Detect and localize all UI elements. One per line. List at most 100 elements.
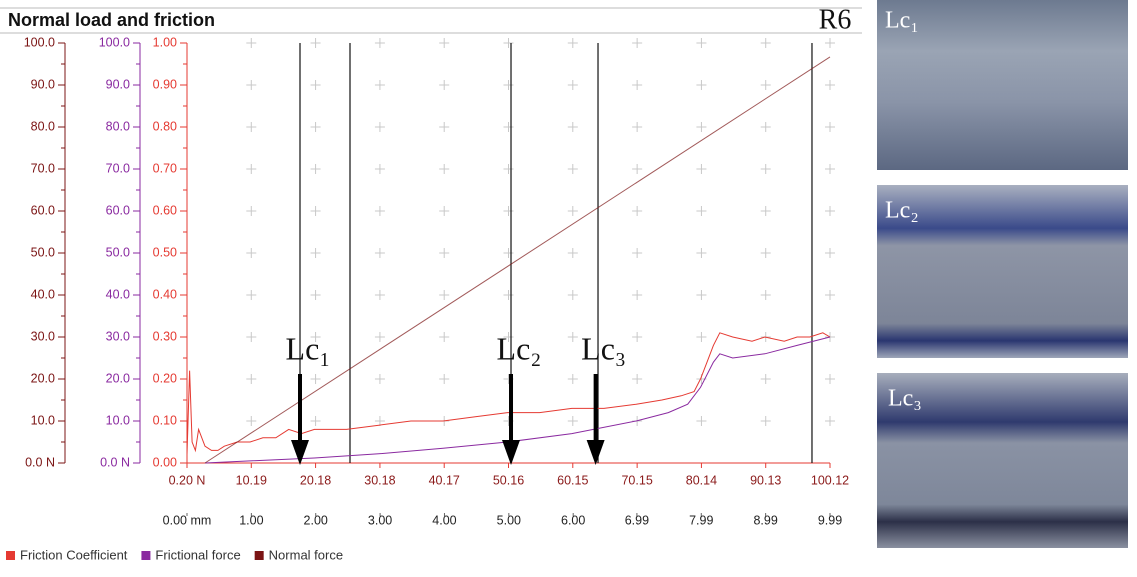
y-tick-label: 10.0 <box>31 413 55 427</box>
grid-cross <box>246 248 257 258</box>
grid-cross <box>439 164 450 174</box>
y-tick-label: 50.0 <box>31 245 55 259</box>
grid-cross <box>374 332 385 342</box>
grid-cross <box>439 122 450 132</box>
grid-cross <box>567 80 578 90</box>
grid-cross <box>374 38 385 48</box>
grid-cross <box>503 80 514 90</box>
micrograph <box>877 0 1128 548</box>
y-tick-label: 40.0 <box>31 287 55 301</box>
grid-cross <box>760 80 771 90</box>
grid-cross <box>825 122 835 132</box>
y-tick-label: 0.70 <box>153 161 177 175</box>
grid-cross <box>825 248 835 258</box>
y-tick-label: 0.60 <box>153 203 177 217</box>
grid-cross <box>696 248 707 258</box>
grid-cross <box>632 122 643 132</box>
grid-cross <box>567 164 578 174</box>
y-tick-label: 100.0 <box>24 35 55 49</box>
lc-arrow-head <box>586 440 605 465</box>
grid-cross <box>310 290 321 300</box>
grid-cross <box>760 290 771 300</box>
grid-cross <box>439 290 450 300</box>
micrograph-label: Lc₁ <box>885 8 919 34</box>
grid-cross <box>567 248 578 258</box>
legend-label: Friction Coefficient <box>20 547 128 562</box>
grid-cross <box>760 164 771 174</box>
grid-cross <box>825 38 835 48</box>
micrograph-image <box>877 0 1128 170</box>
y-tick-label: 0.50 <box>153 245 177 259</box>
x2-tick-label: 4.00 <box>432 513 456 527</box>
lc-label: Lc₁ <box>286 330 331 366</box>
x-tick-label: 40.17 <box>429 473 460 487</box>
grid-cross <box>310 374 321 384</box>
x2-tick-label: 0.00 mm <box>163 513 212 527</box>
grid-cross <box>632 164 643 174</box>
grid-cross <box>246 38 257 48</box>
grid-cross <box>246 332 257 342</box>
grid-cross <box>825 164 835 174</box>
grid-cross <box>760 206 771 216</box>
grid-cross <box>567 374 578 384</box>
grid-cross <box>632 374 643 384</box>
grid-cross <box>760 416 771 426</box>
micrograph-label: Lc₃ <box>888 386 922 412</box>
grid-cross <box>310 164 321 174</box>
grid-cross <box>439 206 450 216</box>
x2-tick-label: 8.99 <box>753 513 777 527</box>
grid-cross <box>503 164 514 174</box>
chart-title: Normal load and friction <box>8 10 215 30</box>
grid-cross <box>439 80 450 90</box>
x2-tick-label: 7.99 <box>689 513 713 527</box>
legend-swatch <box>254 551 264 560</box>
x2-tick-label: 6.00 <box>561 513 585 527</box>
series-line <box>204 56 831 464</box>
x-tick-label: 0.20 N <box>169 473 206 487</box>
grid-cross <box>310 80 321 90</box>
legend-swatch <box>6 551 15 560</box>
grid-cross <box>246 164 257 174</box>
lc-arrow-head <box>502 440 521 465</box>
y-tick-label: 0.00 <box>153 455 177 469</box>
grid-cross <box>632 248 643 258</box>
grid-cross <box>310 248 321 258</box>
grid-cross <box>632 332 643 342</box>
y-tick-label: 70.0 <box>31 161 55 175</box>
legend-swatch <box>141 551 151 560</box>
y-tick-label: 90.0 <box>106 77 130 91</box>
grid-cross <box>696 290 707 300</box>
y-tick-label: 0.40 <box>153 287 177 301</box>
grid-cross <box>696 38 707 48</box>
y-tick-label: 30.0 <box>31 329 55 343</box>
x2-tick-label: 2.00 <box>304 513 328 527</box>
x2-tick-label: 9.99 <box>818 513 842 527</box>
grid-cross <box>310 122 321 132</box>
y-tick-label: 0.0 N <box>25 455 55 469</box>
y-tick-label: 90.0 <box>31 77 55 91</box>
y-tick-label: 0.30 <box>153 329 177 343</box>
grid-cross <box>374 416 385 426</box>
grid-cross <box>246 416 257 426</box>
x-tick-label: 60.15 <box>557 473 588 487</box>
grid-cross <box>760 122 771 132</box>
y-tick-label: 80.0 <box>106 119 130 133</box>
y-tick-label: 100.0 <box>99 35 130 49</box>
x2-tick-label: 5.00 <box>497 513 521 527</box>
y-tick-label: 0.20 <box>153 371 177 385</box>
x2-tick-label: 1.00 <box>239 513 263 527</box>
grid-cross <box>374 206 385 216</box>
grid-cross <box>374 248 385 258</box>
lc-label: Lc₂ <box>497 330 542 366</box>
y-tick-label: 1.00 <box>153 35 177 49</box>
sample-label: R6 <box>819 4 852 35</box>
grid-cross <box>825 290 835 300</box>
y-tick-label: 80.0 <box>31 119 55 133</box>
grid-cross <box>696 332 707 342</box>
grid-cross <box>310 416 321 426</box>
x-tick-label: 50.16 <box>493 473 524 487</box>
grid-cross <box>246 80 257 90</box>
grid-cross <box>246 290 257 300</box>
x2-tick-label: 3.00 <box>368 513 392 527</box>
grid-cross <box>374 122 385 132</box>
